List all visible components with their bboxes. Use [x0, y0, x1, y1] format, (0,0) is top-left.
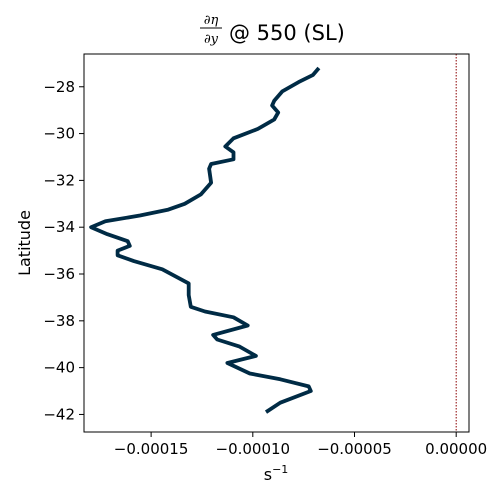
- x-tick-label: 0.00000: [425, 440, 487, 458]
- title-numerator: ∂η: [204, 13, 219, 28]
- y-tick-label: −42: [43, 405, 75, 423]
- x-axis-label-exponent: −1: [272, 463, 288, 476]
- x-axis-label: s−1: [264, 463, 289, 484]
- x-tick-label: −0.00005: [317, 440, 392, 458]
- y-tick-label: −32: [43, 171, 75, 189]
- title-suffix: @ 550 (SL): [229, 21, 345, 45]
- x-axis-ticks: −0.00015 −0.00010 −0.00005 0.00000: [114, 432, 487, 458]
- y-tick-label: −36: [43, 265, 75, 283]
- title-denominator: ∂y: [204, 32, 219, 47]
- x-axis-label-unit: s: [264, 465, 272, 484]
- y-tick-label: −30: [43, 125, 75, 143]
- y-tick-label: −40: [43, 359, 75, 377]
- y-axis-ticks: −42 −40 −38 −36 −34 −32 −30 −28: [43, 78, 84, 423]
- x-tick-label: −0.00015: [114, 440, 189, 458]
- y-tick-label: −38: [43, 312, 75, 330]
- plot-frame: [83, 53, 470, 433]
- y-tick-label: −34: [43, 218, 75, 236]
- y-axis-label: Latitude: [15, 210, 34, 276]
- y-tick-label: −28: [43, 78, 75, 96]
- chart-title: ∂η ∂y @ 550 (SL): [200, 13, 345, 47]
- series-line: [89, 66, 321, 414]
- x-tick-label: −0.00010: [216, 440, 291, 458]
